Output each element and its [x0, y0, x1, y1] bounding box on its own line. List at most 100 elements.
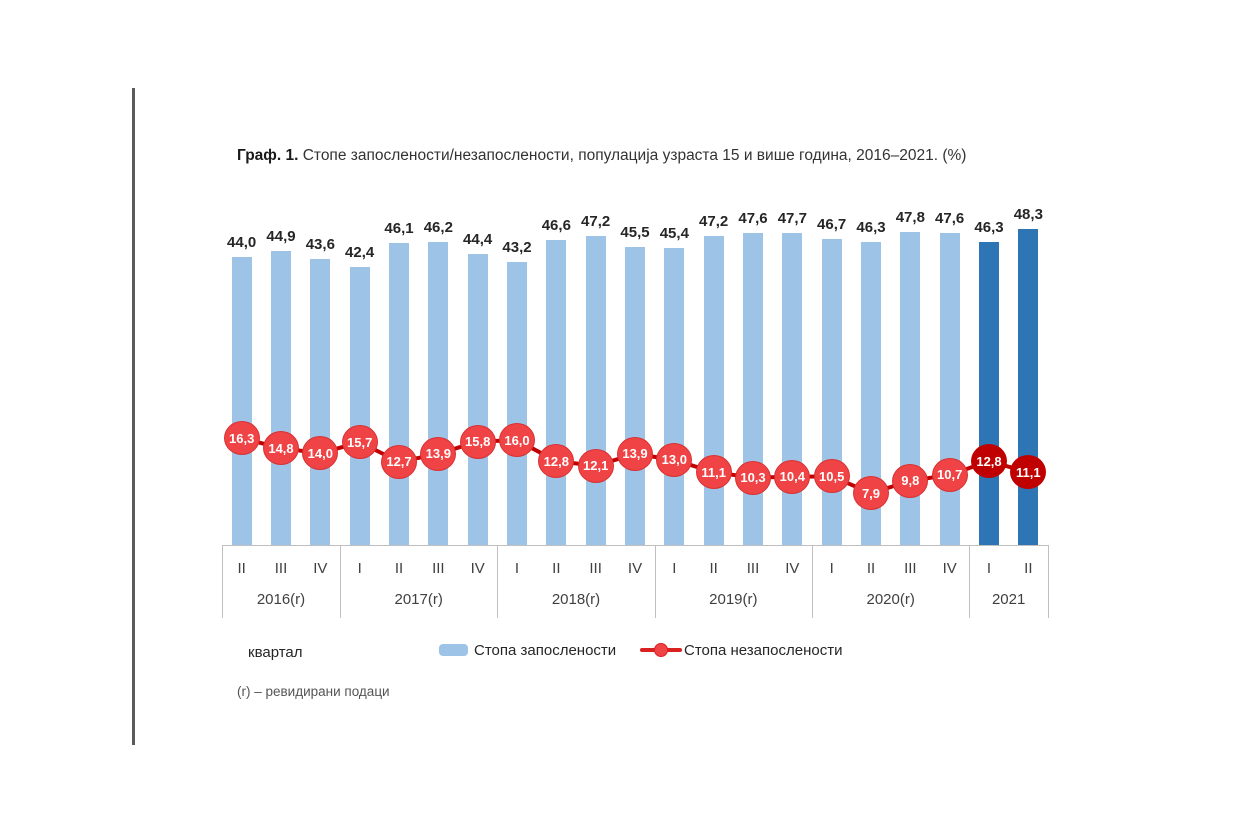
employment-bar-value-label: 42,4 — [345, 244, 375, 262]
employment-bar-value-label: 47,7 — [777, 209, 807, 227]
employment-bar-value-label: 46,6 — [541, 216, 571, 234]
employment-bar-value-label: 46,3 — [856, 218, 886, 236]
axis-group-divider — [1048, 545, 1049, 618]
axis-group-divider — [654, 545, 656, 618]
x-axis-caption: квартал — [248, 644, 303, 661]
employment-bar — [703, 235, 724, 545]
employment-bar — [428, 242, 449, 545]
quarter-tick-label: IV — [313, 560, 328, 577]
unemployment-marker: 11,1 — [695, 455, 732, 490]
employment-bar — [821, 239, 842, 545]
employment-bar — [546, 239, 567, 545]
unemployment-marker: 16,0 — [499, 423, 535, 458]
unemployment-marker: 16,3 — [223, 421, 260, 456]
chart-title: Граф. 1. Стопе запослености/незапосленос… — [237, 147, 966, 165]
quarter-tick-label: III — [274, 560, 288, 577]
unemployment-marker: 10,5 — [813, 459, 850, 494]
employment-bar — [271, 250, 291, 545]
page-left-rule — [132, 88, 135, 745]
employment-bar-value-label: 46,7 — [817, 216, 847, 234]
year-tick-label: 2020(r) — [866, 591, 915, 608]
employment-bar-value-label: 46,3 — [974, 218, 1004, 236]
legend-employment-label: Стопа запослености — [474, 642, 617, 659]
axis-group-divider — [340, 545, 341, 618]
unemployment-marker: 7,9 — [853, 476, 889, 511]
unemployment-marker: 13,9 — [420, 436, 457, 471]
unemployment-marker: 12,8 — [538, 444, 575, 479]
employment-bar — [389, 243, 409, 545]
employment-bar-value-label: 46,2 — [423, 219, 453, 237]
unemployment-marker: 10,4 — [774, 459, 811, 494]
unemployment-marker: 13,0 — [656, 442, 693, 477]
year-tick-label: 2016(r) — [256, 591, 306, 608]
quarter-tick-label: II — [709, 560, 718, 577]
employment-bar — [625, 246, 645, 545]
employment-bar — [900, 231, 921, 545]
legend-unemployment-label: Стопа незапослености — [684, 642, 843, 659]
unemployment-marker: 10,3 — [735, 460, 771, 495]
employment-bar — [939, 233, 960, 545]
footnote-revised-data: (r) – ревидирани подаци — [237, 684, 390, 699]
quarter-tick-label: IV — [785, 560, 800, 577]
unemployment-marker: 12,8 — [971, 444, 1007, 479]
unemployment-marker: 12,1 — [577, 448, 614, 483]
quarter-tick-label: I — [514, 560, 520, 577]
unemployment-marker: 10,7 — [931, 457, 968, 492]
employment-bar — [585, 235, 606, 545]
x-axis-label-box — [222, 545, 1048, 618]
employment-bar — [782, 232, 803, 545]
employment-bar-value-label: 43,2 — [502, 239, 532, 257]
employment-bar-value-label: 46,1 — [384, 220, 414, 238]
employment-bar-value-label: 47,2 — [581, 212, 611, 230]
employment-bar — [743, 233, 763, 545]
quarter-tick-label: II — [394, 560, 404, 577]
unemployment-marker: 14,0 — [302, 436, 339, 471]
quarter-tick-label: III — [432, 560, 445, 577]
employment-bar-value-label: 47,8 — [895, 208, 925, 226]
quarter-tick-label: II — [552, 560, 561, 577]
quarter-tick-label: II — [237, 560, 246, 577]
unemployment-marker: 15,7 — [341, 425, 378, 460]
legend-unemployment-marker-icon — [654, 643, 668, 657]
employment-bar — [231, 256, 252, 545]
axis-group-divider — [969, 545, 971, 618]
employment-bar-value-label: 44,0 — [227, 233, 257, 251]
employment-bar — [1018, 228, 1039, 545]
unemployment-marker: 12,7 — [381, 444, 417, 479]
quarter-tick-label: III — [746, 560, 760, 577]
employment-bar-value-label: 44,4 — [463, 231, 493, 249]
employment-bar — [310, 259, 331, 545]
unemployment-marker: 13,9 — [617, 436, 653, 471]
employment-bar — [507, 262, 527, 545]
employment-bar — [979, 241, 999, 545]
unemployment-marker: 11,1 — [1010, 455, 1047, 490]
employment-bar — [349, 267, 370, 545]
chart-title-prefix: Граф. 1. — [237, 147, 299, 164]
quarter-tick-label: III — [589, 560, 602, 577]
employment-bar-value-label: 45,4 — [659, 224, 689, 242]
axis-group-divider — [222, 545, 223, 618]
unemployment-marker: 15,8 — [459, 424, 496, 459]
unemployment-marker: 14,8 — [263, 431, 299, 466]
unemployment-marker: 9,8 — [892, 463, 929, 498]
employment-bar-value-label: 44,9 — [266, 227, 296, 245]
quarter-tick-label: II — [866, 560, 876, 577]
axis-group-divider — [812, 545, 813, 618]
quarter-tick-label: II — [1024, 560, 1033, 577]
quarter-tick-label: I — [986, 560, 992, 577]
employment-bar-value-label: 47,6 — [935, 210, 965, 228]
employment-bar-value-label: 45,5 — [620, 223, 650, 241]
quarter-tick-label: III — [904, 560, 917, 577]
employment-bar-value-label: 43,6 — [305, 236, 335, 254]
year-tick-label: 2021 — [991, 591, 1026, 608]
quarter-tick-label: IV — [470, 560, 485, 577]
quarter-tick-label: IV — [627, 560, 643, 577]
legend-employment-swatch — [439, 644, 468, 656]
chart-title-text: Стопе запослености/незапослености, попул… — [298, 147, 967, 164]
year-tick-label: 2017(r) — [394, 591, 443, 608]
employment-bar-value-label: 47,2 — [699, 212, 729, 230]
axis-group-divider — [497, 545, 499, 618]
quarter-tick-label: IV — [942, 560, 957, 577]
